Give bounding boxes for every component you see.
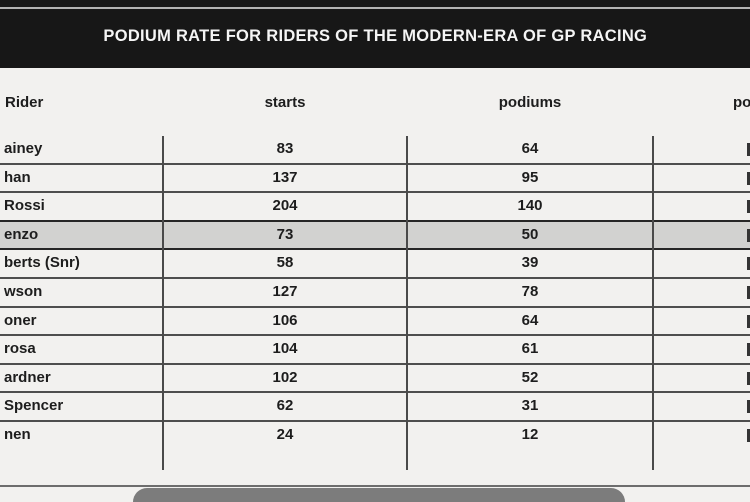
podiums-value-cell: 61 — [521, 340, 539, 358]
bottom-tab-shape — [133, 488, 625, 502]
rider-name-cell: Spencer — [4, 397, 64, 415]
podiums-value-cell: 95 — [521, 168, 539, 186]
podiums-value-cell: 64 — [521, 311, 539, 329]
clipped-value-sliver — [747, 428, 750, 442]
riders-table: ainey 83 64 han 137 95 Rossi 204 140 enz… — [0, 136, 750, 451]
starts-value-cell: 73 — [276, 225, 294, 243]
rider-name-cell: nen — [4, 425, 31, 443]
clipped-rate-cell — [653, 250, 750, 277]
table-row: oner 106 64 — [0, 308, 750, 337]
podiums-value-cell: 140 — [517, 197, 543, 215]
column-divider-2 — [406, 136, 408, 470]
rider-name-cell: enzo — [4, 225, 39, 243]
starts-value-cell: 102 — [272, 368, 298, 386]
clipped-rate-cell — [653, 165, 750, 192]
rider-name-cell: rosa — [4, 340, 36, 358]
column-header-rider: Rider — [5, 94, 44, 111]
clipped-value-sliver — [747, 343, 750, 357]
clipped-value-sliver — [747, 371, 750, 385]
podiums-value-cell: 31 — [521, 397, 539, 415]
rider-name-cell: wson — [4, 282, 43, 300]
table-row: enzo 73 50 — [0, 221, 750, 251]
clipped-rate-cell — [653, 336, 750, 363]
bottom-rule — [0, 485, 750, 487]
starts-value-cell: 127 — [272, 282, 298, 300]
clipped-rate-cell — [653, 193, 750, 220]
clipped-rate-cell — [653, 222, 750, 249]
starts-value-cell: 137 — [272, 168, 298, 186]
rider-name-cell: berts (Snr) — [4, 254, 80, 272]
podiums-value-cell: 12 — [521, 425, 539, 443]
clipped-rate-cell — [653, 136, 750, 163]
clipped-rate-cell — [653, 393, 750, 420]
table-row: Spencer 62 31 — [0, 393, 750, 422]
starts-value-cell: 204 — [272, 197, 298, 215]
starts-value-cell: 106 — [272, 311, 298, 329]
clipped-value-sliver — [747, 171, 750, 185]
starts-value-cell: 58 — [276, 254, 294, 272]
clipped-value-sliver — [747, 314, 750, 328]
table-row: nen 24 12 — [0, 422, 750, 451]
podiums-value-cell: 64 — [521, 140, 539, 157]
table-row: wson 127 78 — [0, 279, 750, 308]
table-row: ainey 83 64 — [0, 136, 750, 165]
banner-accent-line — [0, 7, 750, 9]
column-divider-1 — [162, 136, 164, 470]
clipped-value-sliver — [747, 200, 750, 214]
podiums-value-cell: 78 — [521, 282, 539, 300]
clipped-rate-cell — [653, 365, 750, 392]
clipped-value-sliver — [747, 257, 750, 271]
column-header-podiums: podiums — [498, 94, 562, 111]
clipped-rate-cell — [653, 308, 750, 335]
clipped-value-sliver — [747, 228, 750, 242]
podiums-value-cell: 39 — [521, 254, 539, 272]
column-divider-3 — [652, 136, 654, 470]
table-row: Rossi 204 140 — [0, 193, 750, 222]
column-header-podium-rate-clipped: po — [733, 94, 750, 111]
page-title: PODIUM RATE FOR RIDERS OF THE MODERN-ERA… — [103, 26, 647, 45]
rider-name-cell: oner — [4, 311, 37, 329]
rider-name-cell: ardner — [4, 368, 51, 386]
starts-value-cell: 24 — [276, 425, 294, 443]
podiums-value-cell: 52 — [521, 368, 539, 386]
rider-name-cell: han — [4, 168, 31, 186]
clipped-value-sliver — [747, 285, 750, 299]
table-row: rosa 104 61 — [0, 336, 750, 365]
title-banner: PODIUM RATE FOR RIDERS OF THE MODERN-ERA… — [0, 0, 750, 68]
podiums-value-cell: 50 — [521, 225, 539, 243]
starts-value-cell: 83 — [276, 140, 294, 157]
starts-value-cell: 104 — [272, 340, 298, 358]
table-row: han 137 95 — [0, 165, 750, 194]
clipped-rate-cell — [653, 422, 750, 451]
clipped-rate-cell — [653, 279, 750, 306]
column-header-starts: starts — [264, 94, 306, 111]
clipped-value-sliver — [747, 400, 750, 414]
rider-name-cell: ainey — [4, 140, 43, 157]
starts-value-cell: 62 — [276, 397, 294, 415]
clipped-value-sliver — [747, 143, 750, 156]
rider-name-cell: Rossi — [4, 197, 45, 215]
table-row: berts (Snr) 58 39 — [0, 250, 750, 279]
table-row: ardner 102 52 — [0, 365, 750, 394]
